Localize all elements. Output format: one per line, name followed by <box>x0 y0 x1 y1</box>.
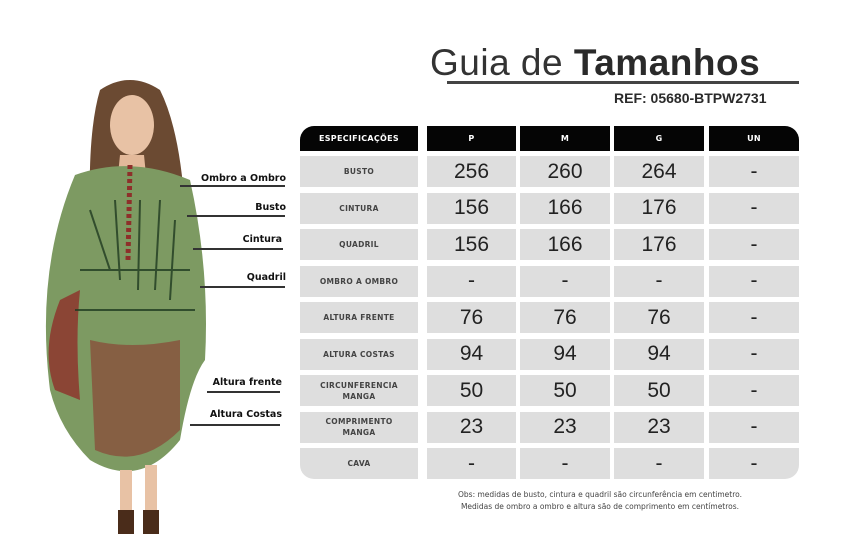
size-value: 166 <box>520 192 610 224</box>
spec-label: CINTURA <box>300 192 418 224</box>
size-value: - <box>709 265 799 297</box>
size-value: - <box>427 265 516 297</box>
size-value: 50 <box>427 375 516 406</box>
spec-label: OMBRO A OMBRO <box>300 265 418 297</box>
spec-label: COMPRIMENTO MANGA <box>300 411 418 443</box>
size-value: - <box>709 448 799 479</box>
column-header: G <box>614 126 704 151</box>
size-value: - <box>709 375 799 406</box>
spec-label: ALTURA COSTAS <box>300 338 418 370</box>
label-quadril: Quadril <box>246 272 286 283</box>
title-underline <box>447 81 799 84</box>
label-cintura: Cintura <box>242 234 282 245</box>
page-title: Guia de Tamanhos <box>430 42 761 83</box>
line-ombro-a-ombro <box>180 185 285 187</box>
spec-label: ALTURA FRENTE <box>300 302 418 333</box>
line-altura-frente <box>207 391 280 393</box>
line-altura-costas <box>190 424 280 426</box>
size-value: 94 <box>614 338 704 370</box>
size-value: 94 <box>427 338 516 370</box>
size-value: 76 <box>427 302 516 333</box>
line-busto <box>187 215 285 217</box>
size-value: 166 <box>520 229 610 260</box>
spec-label: QUADRIL <box>300 229 418 260</box>
size-value: - <box>709 192 799 224</box>
size-value: - <box>709 156 799 187</box>
spec-label: BUSTO <box>300 156 418 187</box>
size-value: 23 <box>520 411 610 443</box>
size-value: 156 <box>427 229 516 260</box>
column-header: ESPECIFICAÇÕES <box>300 126 418 151</box>
note-line-2: Medidas de ombro a ombro e altura são de… <box>460 502 740 511</box>
size-value: - <box>614 265 704 297</box>
size-value: 264 <box>614 156 704 187</box>
size-value: 156 <box>427 192 516 224</box>
size-value: - <box>709 229 799 260</box>
size-value: 50 <box>520 375 610 406</box>
label-altura-costas: Altura Costas <box>209 409 282 420</box>
size-value: - <box>709 411 799 443</box>
size-value: - <box>709 338 799 370</box>
size-value: 76 <box>520 302 610 333</box>
size-value: - <box>709 302 799 333</box>
label-ombro-a-ombro: Ombro a Ombro <box>201 173 286 184</box>
column-header: P <box>427 126 516 151</box>
size-value: 94 <box>520 338 610 370</box>
size-value: 50 <box>614 375 704 406</box>
size-value: - <box>614 448 704 479</box>
label-altura-frente: Altura frente <box>212 377 282 388</box>
model-photo <box>45 80 207 534</box>
line-cintura <box>193 248 283 250</box>
size-value: - <box>427 448 516 479</box>
column-header: UN <box>709 126 799 151</box>
size-value: 23 <box>427 411 516 443</box>
spec-label: CIRCUNFERENCIA MANGA <box>300 375 418 406</box>
size-value: 23 <box>614 411 704 443</box>
line-quadril <box>200 286 285 288</box>
size-value: 176 <box>614 229 704 260</box>
spec-label: CAVA <box>300 448 418 479</box>
label-busto: Busto <box>255 202 286 213</box>
product-ref: REF: 05680-BTPW2731 <box>614 90 767 106</box>
size-value: - <box>520 448 610 479</box>
size-value: 176 <box>614 192 704 224</box>
size-value: - <box>520 265 610 297</box>
size-value: 76 <box>614 302 704 333</box>
size-value: 260 <box>520 156 610 187</box>
note-line-1: Obs: medidas de busto, cintura e quadril… <box>458 490 742 499</box>
size-value: 256 <box>427 156 516 187</box>
column-header: M <box>520 126 610 151</box>
